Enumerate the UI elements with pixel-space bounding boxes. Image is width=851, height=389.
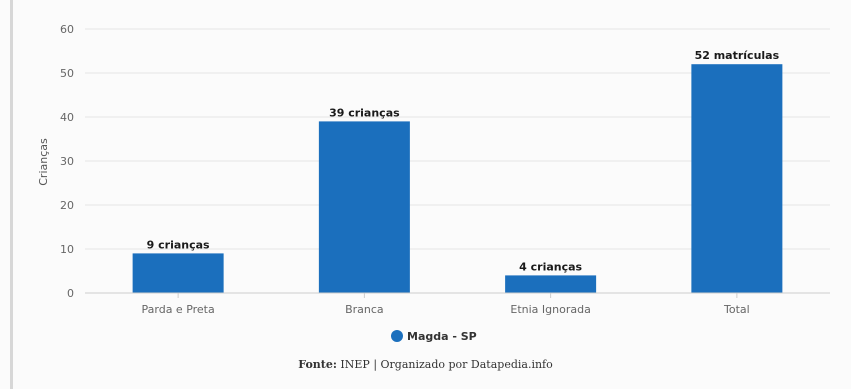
legend[interactable]: Magda - SP: [391, 330, 477, 343]
bars: [132, 64, 783, 294]
bar-parda-e-preta[interactable]: [132, 253, 224, 293]
x-tick-label: Total: [723, 303, 750, 316]
bar-branca[interactable]: [318, 121, 410, 294]
y-tick-label: 40: [60, 111, 74, 124]
y-axis-ticks: 0 10 20 30 40 50 60: [60, 23, 74, 300]
bar-total[interactable]: [691, 64, 783, 293]
x-tick-label: Etnia Ignorada: [510, 303, 590, 316]
left-divider: [10, 0, 13, 389]
data-label: 52 matrículas: [695, 49, 780, 62]
y-tick-label: 30: [60, 155, 74, 168]
y-tick-label: 10: [60, 243, 74, 256]
y-axis-label: Crianças: [37, 138, 50, 186]
y-tick-label: 60: [60, 23, 74, 36]
x-tick-label: Branca: [345, 303, 384, 316]
x-axis-ticks: Parda e Preta Branca Etnia Ignorada Total: [142, 293, 750, 316]
x-tick-label: Parda e Preta: [142, 303, 215, 316]
source-note: Fonte: INEP | Organizado por Datapedia.i…: [0, 358, 851, 371]
bar-etnia-ignorada[interactable]: [505, 275, 597, 293]
legend-marker: [391, 330, 403, 342]
y-tick-label: 50: [60, 67, 74, 80]
y-tick-label: 20: [60, 199, 74, 212]
y-tick-label: 0: [67, 287, 74, 300]
data-label: 9 crianças: [147, 238, 210, 251]
source-text: INEP | Organizado por Datapedia.info: [340, 358, 553, 371]
data-label: 4 crianças: [519, 260, 582, 273]
legend-label: Magda - SP: [407, 330, 477, 343]
data-labels: 9 crianças 39 crianças 4 crianças 52 matríc…: [147, 49, 780, 273]
source-label: Fonte:: [298, 358, 337, 371]
data-label: 39 crianças: [329, 106, 400, 119]
